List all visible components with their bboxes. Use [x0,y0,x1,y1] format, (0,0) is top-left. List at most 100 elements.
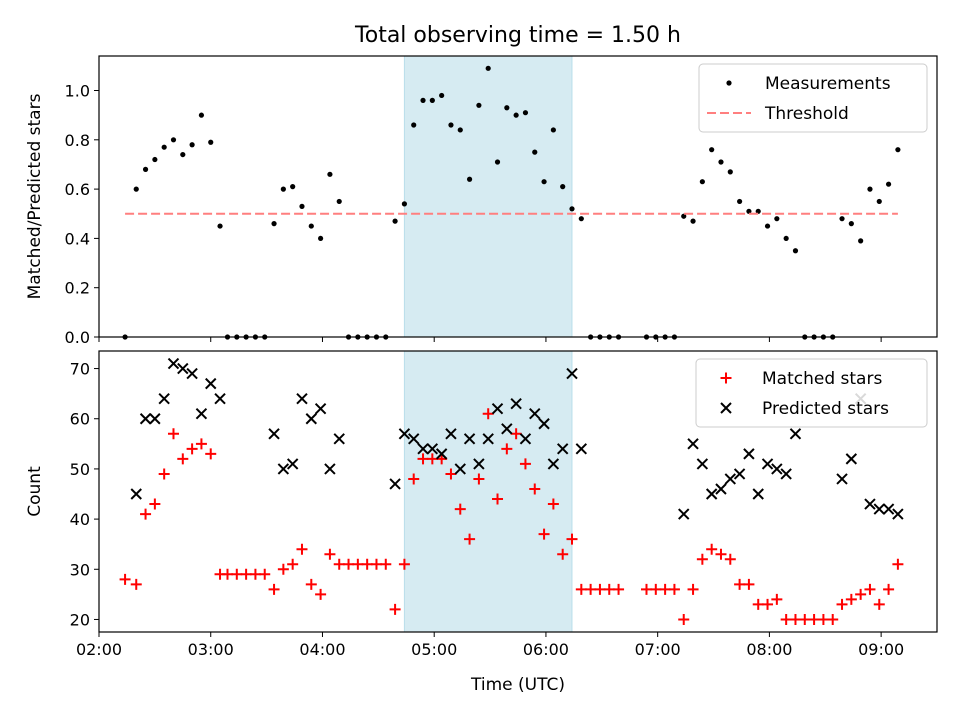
measurement-point [839,216,845,222]
x-tick-label: 08:00 [746,640,792,659]
matched-star-point [613,583,625,595]
predicted-star-point [186,367,198,380]
matched-star-point [119,573,131,585]
measurement-point [318,235,324,242]
measurement-point [271,221,277,227]
measurement-point [448,122,454,128]
matched-star-point [566,533,578,545]
predicted-star-point [575,443,588,455]
predicted-star-point [510,397,522,410]
predicted-star-point [678,508,690,520]
measurement-point [718,159,724,165]
x-tick-label: 04:00 [299,640,345,659]
matched-star-point [640,583,652,595]
predicted-star-point [696,458,709,470]
measurement-point [494,159,501,165]
y-tick-label: 0.6 [65,180,90,199]
matched-star-point [585,583,597,595]
measurement-point [457,127,463,133]
ratio-panel: 0.0 0.2 0.4 0.6 0.8 1.0 Matched/Predicted star… [25,55,938,347]
matched-star-point [343,558,355,570]
x-axis-label: Time (UTC) [470,675,565,695]
measurement-point [476,102,482,108]
legend-label: Matched stars [762,369,882,389]
legend-box [695,358,928,428]
predicted-star-point [733,468,746,480]
matched-star-point [687,583,699,595]
legend-label: Predicted stars [762,399,889,419]
highlight-span [403,55,573,338]
y-tick-label: 30 [70,560,90,579]
measurement-point [290,184,296,190]
predicted-star-point [556,443,569,455]
predicted-star-point [130,488,142,500]
matched-star-point [724,553,736,565]
predicted-star-point [836,473,848,485]
predicted-star-point [305,413,318,425]
measurement-point [198,112,205,118]
matched-star-point [130,578,142,590]
matched-star-point [352,558,364,570]
predicted-star-point [547,458,560,470]
measurement-point [308,223,314,229]
matched-star-point [575,583,587,595]
predicted-star-point [426,443,439,455]
matched-star-point [287,558,299,570]
legend-label: Measurements [765,74,891,94]
matched-star-point [231,568,243,580]
matched-star-point [510,428,522,440]
predicted-star-point [139,413,152,425]
matched-star-point [734,578,746,590]
measurement-point [681,213,687,219]
predicted-star-point [195,408,208,420]
measurement-point [774,216,780,222]
figure-title: Total observing time = 1.50 h [354,23,681,48]
measurement-point [876,198,882,205]
matched-star-point [417,453,429,465]
legend-box [698,63,928,133]
measurement-point [336,198,342,205]
axes-frame [98,55,938,338]
matched-star-point [268,583,280,595]
matched-star-point [408,473,420,485]
legend-label: Threshold [764,104,849,124]
y-tick-label: 0.0 [65,328,90,347]
predicted-star-point [538,418,550,430]
measurement-point [152,156,158,163]
predicted-star-point [864,498,876,510]
predicted-star-point [454,463,466,475]
predicted-star-point [324,463,336,475]
predicted-star-point [389,478,401,490]
predicted-star-point [724,473,737,485]
matched-star-point [324,548,336,560]
measurement-point [532,149,538,155]
predicted-star-point [482,433,494,445]
predicted-star-point [177,362,189,375]
x-tick-label: 07:00 [635,640,681,659]
legend-x-marker [720,402,732,414]
measurement-point [885,181,892,187]
measurement-point [466,176,473,182]
measurement-point [560,184,566,190]
predicted-star-point [491,402,504,415]
matched-star-point [305,578,317,590]
y-tick-label: 40 [70,510,90,529]
predicted-star-point [408,433,420,445]
highlight-span [403,350,573,633]
predicted-star-point [715,483,727,495]
matched-star-point [240,568,252,580]
measurement-point [504,105,510,111]
measurement-point [133,186,139,192]
matched-star-point [650,583,662,595]
matched-star-point [501,443,513,455]
measurement-point [392,218,398,224]
matched-star-point [799,613,811,625]
measurement-point [746,208,752,214]
matched-star-point [762,598,774,610]
measurement-point [848,221,854,227]
measurement-point [401,201,408,207]
measurement-point [867,186,873,192]
matched-star-point [259,568,271,580]
y-tick-label: 60 [70,410,90,429]
